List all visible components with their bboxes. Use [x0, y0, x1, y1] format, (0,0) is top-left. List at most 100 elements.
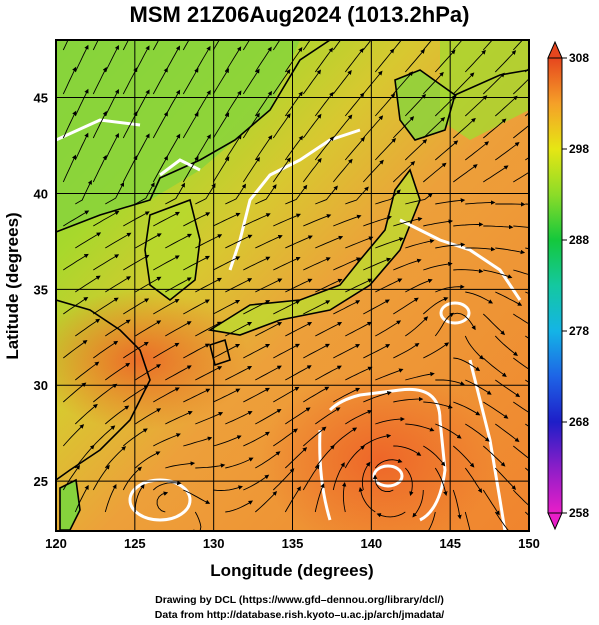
streamline [285, 322, 313, 337]
streamline [74, 484, 89, 513]
streamline [152, 67, 168, 95]
y-tick-label: 40 [34, 186, 48, 201]
streamline [393, 396, 424, 403]
streamline [189, 511, 202, 531]
streamline [285, 407, 311, 425]
streamline [153, 211, 180, 227]
streamline [182, 40, 190, 51]
streamline [513, 445, 529, 460]
streamline [427, 511, 436, 531]
streamline [452, 40, 463, 51]
streamline [374, 458, 403, 469]
streamline [303, 214, 332, 227]
streamline [453, 222, 484, 227]
streamline [254, 46, 272, 73]
streamline [332, 158, 353, 183]
y-tick-label: 45 [34, 91, 48, 106]
streamline [183, 255, 210, 271]
streamline [302, 113, 322, 139]
streamline [273, 213, 301, 227]
streamline [92, 154, 107, 183]
credit-data: Data from http://database.rish.kyoto–u.a… [154, 609, 445, 621]
streamline [225, 183, 247, 205]
streamline [363, 433, 392, 447]
streamline [465, 141, 490, 161]
streamline [363, 344, 391, 359]
streamline [195, 366, 223, 381]
streamline [104, 88, 119, 117]
streamline [482, 489, 500, 516]
streamline [363, 299, 390, 315]
credit-drawing: Drawing by DCL (https://www.gfd–dennou.o… [155, 594, 444, 606]
streamline [434, 94, 457, 117]
streamline [434, 49, 456, 73]
x-tick-label: 145 [439, 536, 461, 551]
streamline [513, 401, 529, 414]
colorbar-tick-label: 278 [569, 324, 589, 338]
x-axis-label: Longitude (degrees) [210, 561, 373, 580]
streamline [345, 278, 373, 293]
streamline [465, 200, 496, 205]
streamline [465, 379, 492, 395]
streamline [423, 445, 446, 467]
streamline [134, 89, 150, 117]
streamline [483, 165, 509, 183]
streamline [75, 179, 92, 205]
streamline [122, 111, 138, 139]
streamline [495, 247, 526, 255]
streamline [272, 468, 295, 491]
streamline [93, 254, 120, 271]
streamline [225, 366, 253, 381]
streamline [254, 134, 273, 161]
wind-streamlines [62, 40, 529, 531]
streamline [285, 235, 313, 249]
streamline [404, 93, 427, 117]
streamline [483, 224, 514, 230]
streamline [122, 155, 138, 183]
streamline [423, 261, 453, 271]
streamline [375, 416, 405, 425]
streamline [375, 368, 404, 381]
streamline [345, 186, 369, 205]
streamline [315, 407, 341, 425]
streamline [242, 68, 260, 95]
streamline [375, 189, 401, 205]
streamline [242, 40, 251, 51]
streamline [242, 112, 260, 139]
streamline [302, 464, 320, 491]
streamline [303, 300, 331, 315]
streamline [255, 184, 277, 205]
streamline [225, 321, 253, 337]
streamline [314, 136, 334, 161]
streamline [422, 117, 446, 139]
y-tick-label: 25 [34, 474, 48, 489]
streamline [284, 135, 303, 161]
streamline [272, 69, 291, 95]
streamline [243, 300, 271, 315]
streamline [452, 72, 475, 95]
temperature-field [56, 40, 529, 531]
streamline [75, 361, 100, 381]
streamline [212, 112, 230, 139]
streamline [195, 412, 224, 425]
streamline [345, 236, 374, 249]
streamline [435, 198, 466, 205]
streamline [243, 431, 270, 447]
streamline [93, 210, 120, 227]
streamline [74, 44, 89, 73]
streamline [332, 114, 353, 139]
streamline [213, 485, 243, 491]
y-tick-labels: 25 30 35 40 45 [34, 91, 48, 490]
streamline [302, 40, 311, 51]
streamline [225, 500, 254, 513]
streamline [255, 408, 282, 425]
streamline [333, 257, 361, 271]
streamline [453, 164, 478, 183]
streamline [273, 300, 301, 315]
streamline [435, 379, 465, 386]
streamline [273, 386, 300, 403]
streamline [212, 68, 230, 95]
streamline [75, 232, 102, 249]
streamline [272, 157, 291, 183]
streamline [93, 340, 119, 359]
